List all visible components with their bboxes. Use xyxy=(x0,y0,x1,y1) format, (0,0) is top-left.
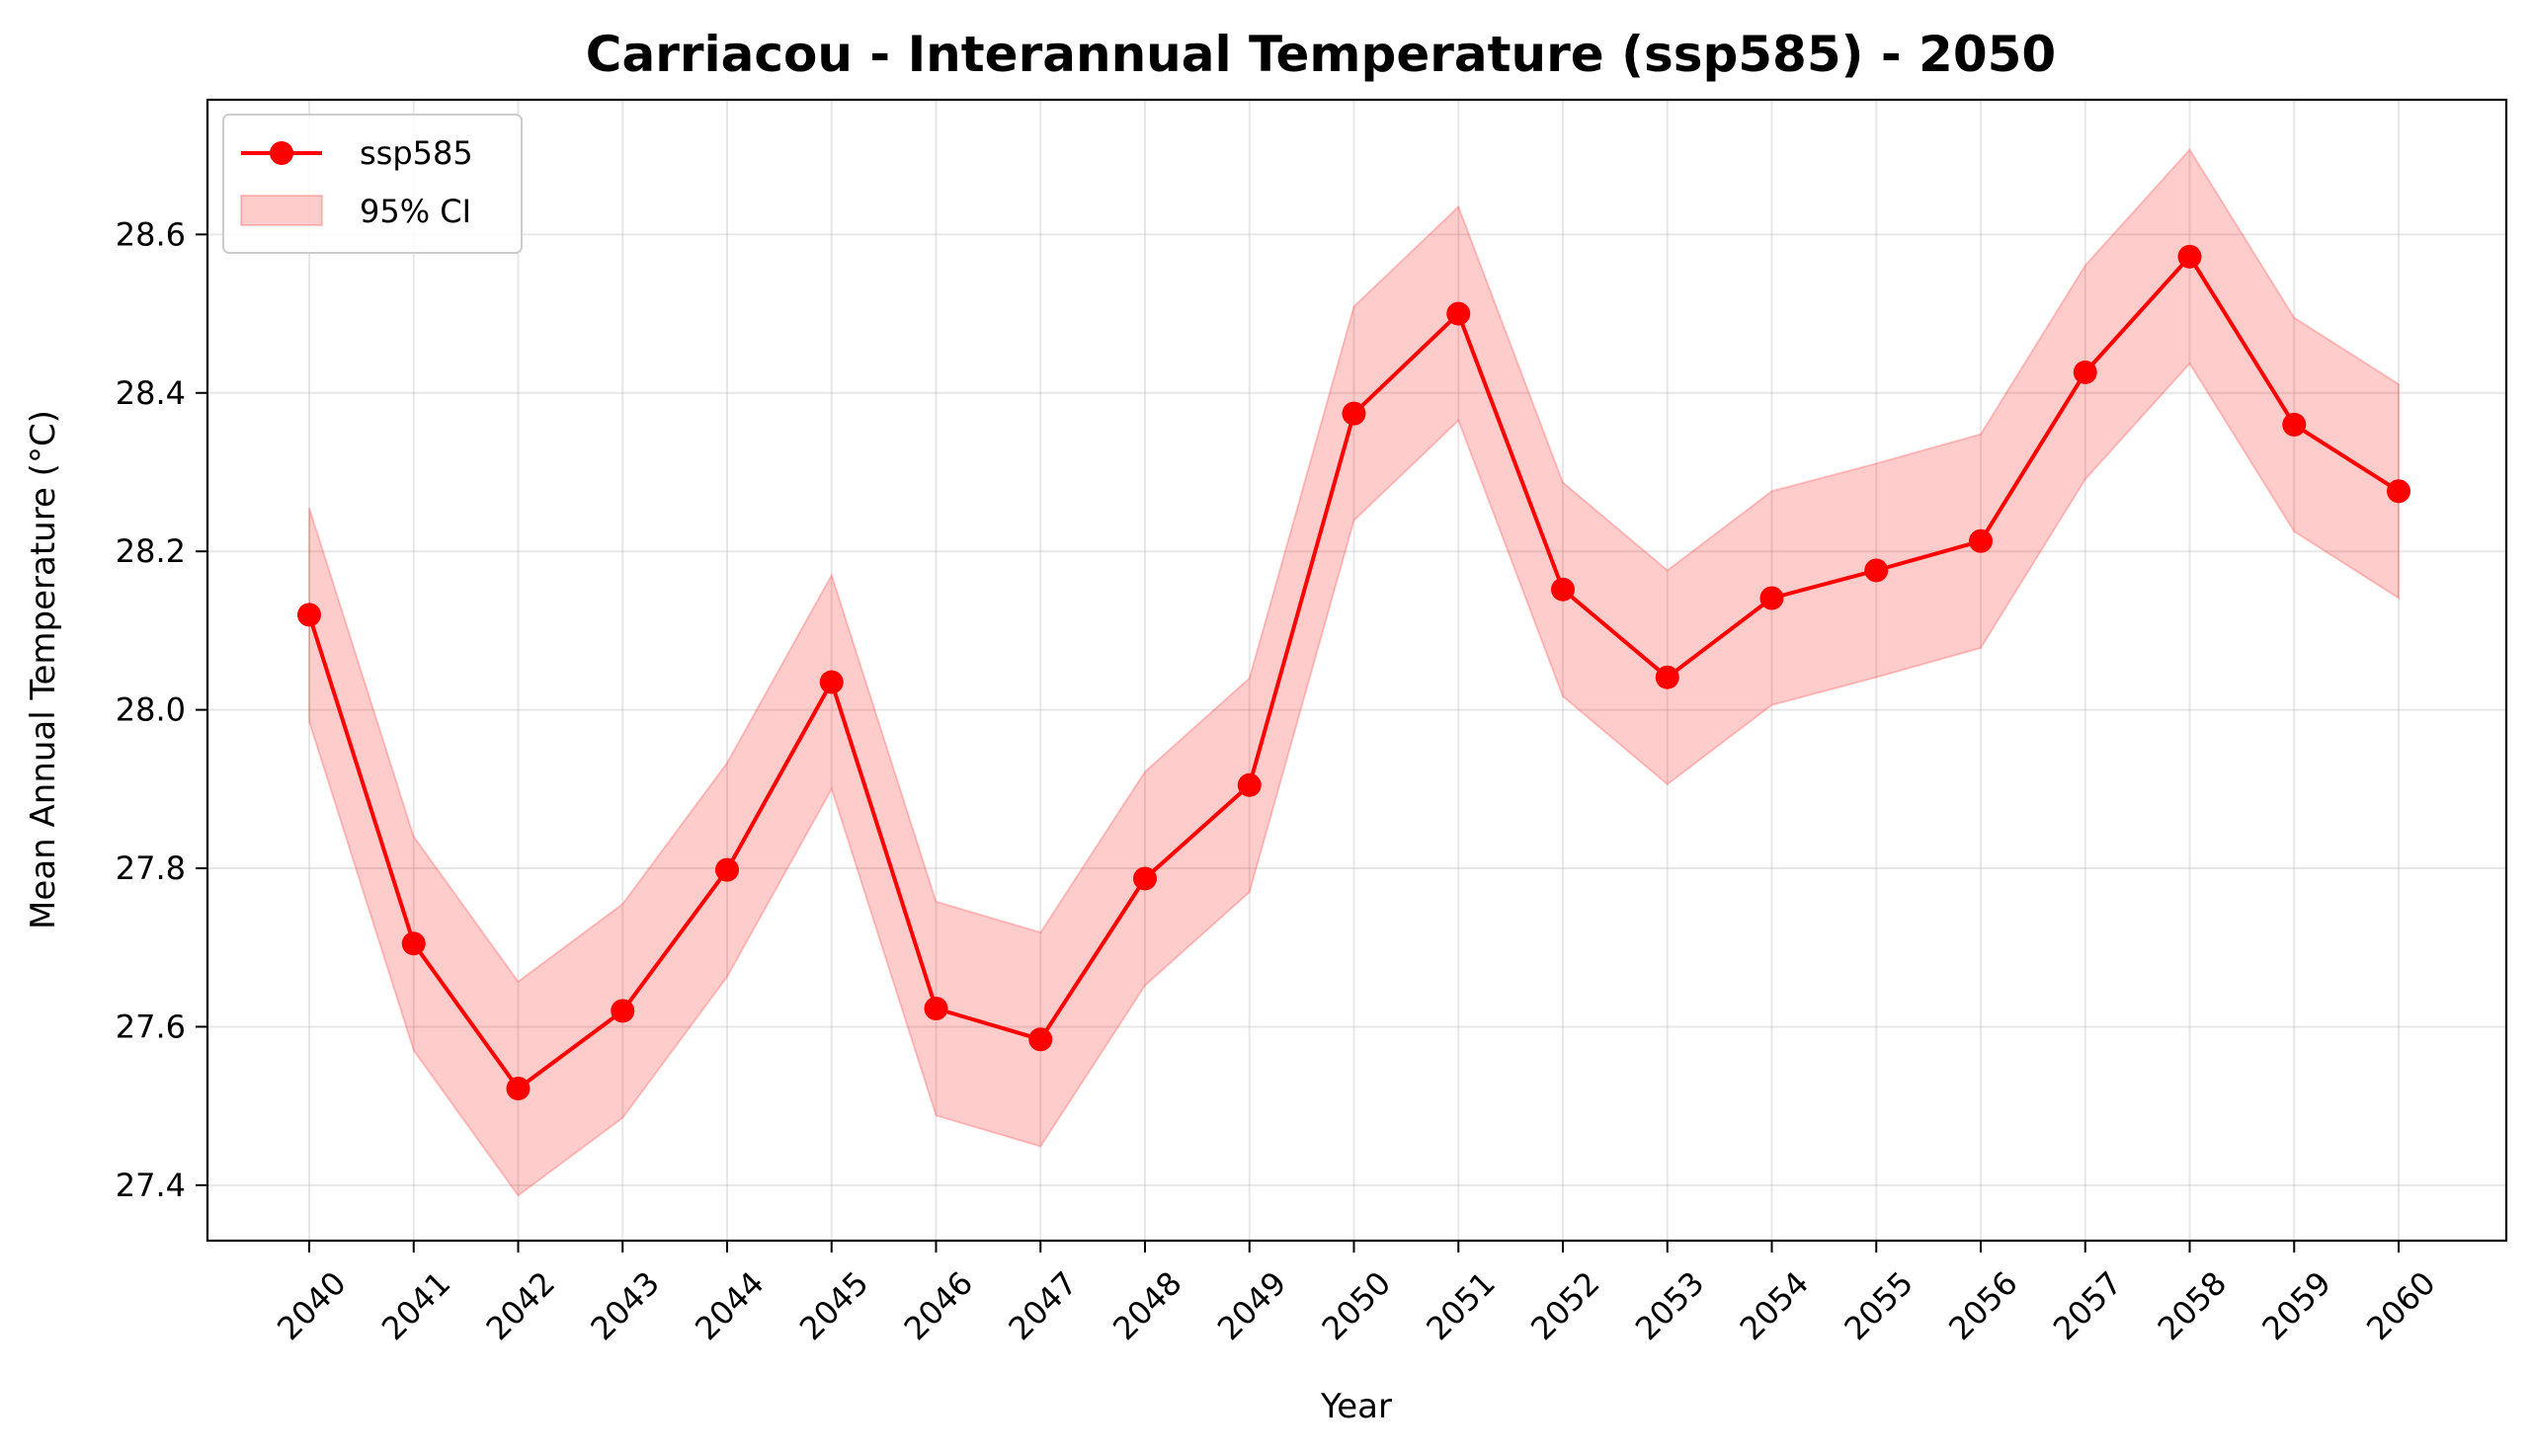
y-tick-label: 28.6 xyxy=(116,215,186,253)
y-tick-label: 27.8 xyxy=(116,849,186,887)
data-point xyxy=(715,857,739,882)
x-axis-label: Year xyxy=(1320,1387,1392,1426)
data-point xyxy=(1237,772,1262,797)
legend-series-marker xyxy=(270,141,293,165)
legend-frame xyxy=(222,114,523,254)
data-point xyxy=(819,670,844,694)
plot-area-frame xyxy=(205,98,2508,1243)
y-tick-label: 28.0 xyxy=(116,691,186,729)
y-tick-label: 28.2 xyxy=(116,532,186,570)
y-tick-label: 27.4 xyxy=(116,1167,186,1204)
legend-band-label: 95% CI xyxy=(360,193,471,230)
data-point xyxy=(1446,301,1471,326)
y-tick-label: 27.6 xyxy=(116,1008,186,1045)
legend-band-swatch xyxy=(240,195,323,226)
data-point xyxy=(924,996,948,1020)
y-tick-label: 28.4 xyxy=(116,374,186,412)
legend: ssp585 95% CI xyxy=(222,114,523,254)
y-axis-label: Mean Annual Temperature (°C) xyxy=(24,410,63,930)
data-point xyxy=(1551,577,1575,602)
data-point xyxy=(2282,412,2307,437)
data-point xyxy=(1028,1027,1053,1052)
data-point xyxy=(1133,866,1157,891)
data-point xyxy=(2177,244,2202,269)
data-point xyxy=(1864,558,1889,583)
data-point xyxy=(611,999,635,1023)
data-point xyxy=(2073,360,2097,384)
data-point xyxy=(1969,528,1993,553)
data-point xyxy=(297,603,321,627)
legend-series-label: ssp585 xyxy=(360,134,473,172)
data-point xyxy=(1759,586,1784,610)
data-point xyxy=(506,1077,531,1100)
data-point xyxy=(1655,665,1679,689)
series-layer xyxy=(297,244,2410,1100)
data-point xyxy=(401,931,426,956)
y-axis-ticks: 27.4 27.6 27.8 28.0 28.2 28.4 28.6 xyxy=(116,215,207,1204)
chart-title: Carriacou - Interannual Temperature (ssp… xyxy=(586,26,2056,83)
grid xyxy=(207,100,2506,1241)
data-point xyxy=(1342,401,1366,426)
data-point xyxy=(2387,479,2410,504)
